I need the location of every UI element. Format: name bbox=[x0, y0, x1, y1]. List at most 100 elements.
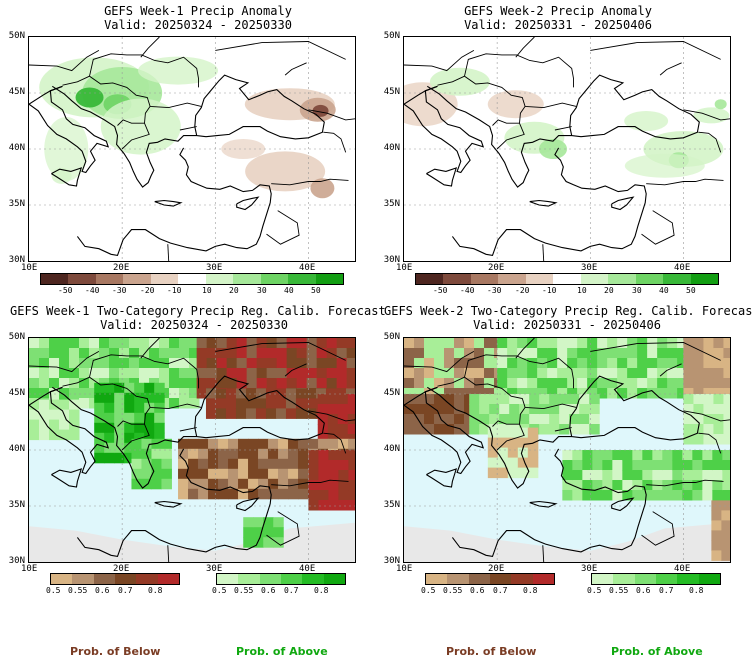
probability-cell bbox=[454, 378, 465, 389]
colorbar-swatch bbox=[447, 574, 469, 584]
probability-cell bbox=[723, 368, 730, 379]
probability-cell bbox=[711, 540, 722, 551]
probability-cell bbox=[602, 490, 613, 501]
probability-cell bbox=[597, 368, 608, 379]
probability-cell bbox=[308, 438, 319, 450]
probability-cell bbox=[94, 442, 105, 454]
country-border bbox=[554, 126, 572, 131]
probability-cell bbox=[179, 348, 190, 359]
probability-cell bbox=[59, 378, 70, 389]
probability-cell bbox=[557, 388, 568, 399]
probability-cell bbox=[424, 338, 435, 349]
probability-cell bbox=[215, 398, 227, 409]
probability-cell bbox=[205, 408, 217, 419]
probability-cell bbox=[404, 424, 415, 435]
probability-cell bbox=[499, 414, 510, 425]
probability-cell bbox=[567, 358, 578, 369]
no-forecast-land bbox=[404, 522, 730, 562]
probability-cell bbox=[414, 358, 425, 369]
probability-cell bbox=[248, 468, 259, 480]
anomaly-region bbox=[221, 139, 266, 159]
probability-cell bbox=[711, 510, 722, 521]
probability-cell bbox=[131, 438, 142, 450]
colorbar-swatch bbox=[608, 274, 636, 284]
probability-cell bbox=[49, 409, 60, 421]
map-canvas bbox=[29, 338, 355, 562]
country-border bbox=[144, 106, 151, 124]
probability-cell bbox=[642, 490, 653, 501]
probability-cell bbox=[723, 394, 730, 405]
probability-cell bbox=[336, 368, 348, 379]
probability-cell bbox=[602, 450, 613, 461]
probability-cell bbox=[39, 419, 50, 431]
probability-cell bbox=[246, 378, 258, 389]
anomaly-region bbox=[539, 139, 568, 159]
probability-cell bbox=[306, 338, 318, 349]
probability-cell bbox=[507, 437, 519, 449]
probability-cell bbox=[208, 438, 219, 450]
probability-cell bbox=[238, 448, 249, 460]
probability-cell bbox=[693, 414, 704, 425]
probability-cell bbox=[721, 520, 730, 531]
probability-cell bbox=[509, 394, 520, 405]
probability-cell bbox=[632, 470, 643, 481]
probability-cell bbox=[99, 368, 110, 379]
probability-cell bbox=[288, 488, 299, 500]
probability-cell bbox=[612, 470, 623, 481]
probability-cell bbox=[206, 358, 218, 369]
probability-cell bbox=[723, 404, 730, 415]
probability-cell bbox=[266, 378, 278, 389]
probability-cell bbox=[104, 382, 115, 394]
probability-cell bbox=[424, 368, 435, 379]
probability-cell bbox=[469, 414, 480, 425]
probability-cell bbox=[672, 480, 683, 491]
probability-cell bbox=[326, 338, 338, 349]
panel-title-line1: GEFS Week-2 Two-Category Precip Reg. Cal… bbox=[384, 304, 752, 318]
probability-cell bbox=[569, 404, 580, 415]
probability-cell bbox=[79, 388, 90, 399]
colorbar-swatch bbox=[233, 274, 261, 284]
probability-cell bbox=[489, 394, 500, 405]
probability-cell bbox=[228, 468, 239, 480]
probability-cell bbox=[144, 432, 155, 444]
colorbar-swatch bbox=[655, 574, 678, 584]
probability-cell bbox=[169, 388, 180, 399]
probability-cell bbox=[479, 404, 490, 415]
probability-cell bbox=[189, 398, 200, 409]
probability-cell bbox=[245, 388, 257, 399]
probability-cell bbox=[474, 358, 485, 369]
probability-cell bbox=[517, 348, 528, 359]
above-colorbar-week2 bbox=[591, 573, 721, 585]
probability-cell bbox=[497, 437, 509, 449]
probability-cell bbox=[657, 378, 668, 389]
probability-cell bbox=[29, 348, 40, 359]
probability-cell bbox=[29, 419, 40, 431]
probability-cell bbox=[454, 388, 465, 399]
probability-cell bbox=[258, 458, 269, 470]
anomaly-region bbox=[429, 67, 490, 96]
probability-cell bbox=[79, 398, 90, 409]
probability-cell bbox=[246, 358, 258, 369]
probability-cell bbox=[109, 348, 120, 359]
colorbar-tick: -10 bbox=[167, 286, 182, 295]
probability-cell bbox=[484, 338, 495, 349]
probability-cell bbox=[589, 424, 600, 435]
probability-cell bbox=[248, 478, 259, 490]
probability-cell bbox=[509, 414, 520, 425]
caption-prob-below-week2: Prob. of Below bbox=[446, 645, 537, 658]
probability-cell bbox=[404, 348, 415, 359]
probability-cell bbox=[464, 368, 475, 379]
coastline bbox=[451, 448, 647, 558]
probability-cell bbox=[414, 414, 425, 425]
probability-cell bbox=[296, 348, 308, 359]
probability-cell bbox=[557, 378, 568, 389]
probability-cell bbox=[434, 424, 445, 435]
probability-cell bbox=[692, 480, 703, 491]
probability-cell bbox=[592, 480, 603, 491]
coastline bbox=[154, 500, 183, 508]
lon-label: 20E bbox=[113, 263, 130, 273]
probability-cell bbox=[547, 338, 558, 349]
colorbar-tick: 0.7 bbox=[659, 586, 674, 595]
probability-cell bbox=[306, 358, 318, 369]
probability-cell bbox=[692, 490, 703, 501]
